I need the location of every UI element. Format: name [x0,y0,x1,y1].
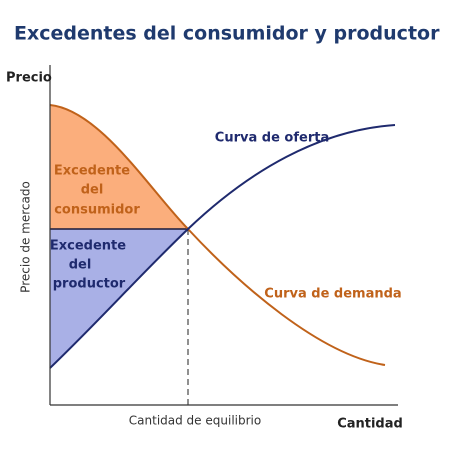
equilibrium-label: Cantidad de equilibrio [129,414,261,428]
consumer-surplus-label: del [81,183,104,198]
consumer-surplus-label: consumidor [54,203,140,218]
market-price-label: Precio de mercado [19,181,33,293]
x-axis-label: Cantidad [337,417,403,432]
producer-surplus-label: del [69,258,92,273]
consumer-surplus-label: Excedente [54,164,130,179]
supply-curve [49,124,396,369]
y-axis-label: Precio [6,71,52,86]
title: Excedentes del consumidor y productor [14,23,440,45]
producer-surplus-label: productor [53,277,126,292]
supply-label: Curva de oferta [215,131,329,146]
producer-surplus-label: Excedente [50,239,126,254]
demand-label: Curva de demanda [264,287,401,302]
consumer-surplus-area [50,105,188,229]
